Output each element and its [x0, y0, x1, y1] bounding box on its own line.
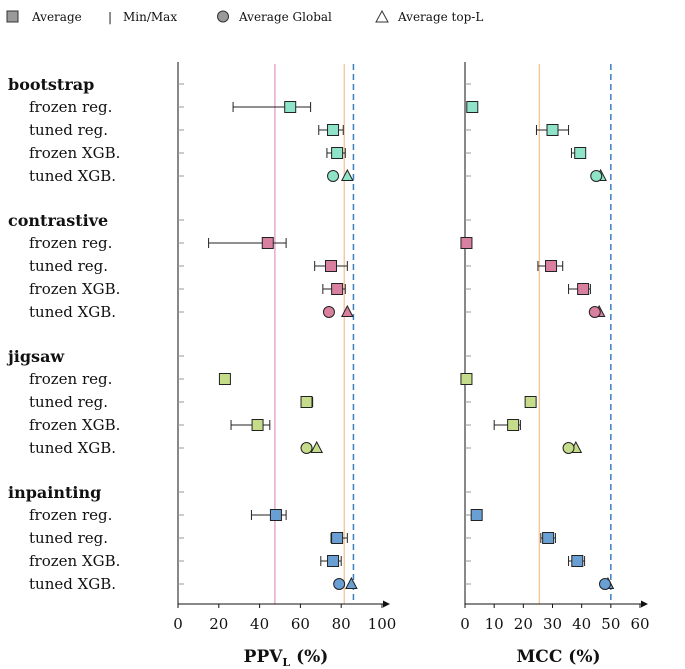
legend-circle-icon — [217, 10, 229, 23]
mark-1-inpainting-2-avg-square — [571, 555, 584, 567]
row-label-jigsaw-3: tuned XGB. — [29, 439, 116, 457]
group-label-bootstrap: bootstrap — [8, 75, 94, 94]
mark-0-contrastive-3-global-circle — [322, 306, 335, 318]
mark-0-contrastive-2-avg-square — [331, 283, 344, 295]
row-label-bootstrap-2: frozen XGB. — [29, 144, 120, 162]
mark-0-contrastive-1-avg-square — [325, 260, 337, 272]
row-label-contrastive-3: tuned XGB. — [29, 303, 116, 321]
mark-0-bootstrap-0-avg-square — [284, 101, 297, 113]
mark-1-contrastive-1-avg-square — [545, 260, 558, 272]
row-label-contrastive-1: tuned reg. — [29, 257, 108, 275]
x-tick-label-0-80: 80 — [332, 615, 351, 633]
row-label-bootstrap-3: tuned XGB. — [29, 167, 116, 185]
mark-0-contrastive-0-avg-square — [261, 237, 274, 249]
row-label-contrastive-0: frozen reg. — [29, 234, 112, 252]
x-tick-label-1-10: 10 — [485, 615, 504, 633]
group-label-contrastive: contrastive — [8, 211, 108, 230]
x-axis-title-suffix-0: (%) — [290, 647, 328, 667]
mark-1-bootstrap-0-avg-square — [466, 101, 479, 113]
legend-avg-topL-text: Average top-L — [397, 10, 483, 24]
panel-1: 0 10 20 30 40 50 60 MCC (%) — [460, 62, 650, 667]
row-label-inpainting-2: frozen XGB. — [29, 552, 120, 570]
mark-0-jigsaw-3-global-circle — [300, 442, 313, 454]
plot-area: bootstrap frozen reg. tuned reg. frozen XGB… — [6, 62, 650, 669]
legend-average-label: Average — [31, 10, 82, 24]
mark-1-bootstrap-1-avg-square — [546, 124, 559, 136]
row-label-jigsaw-1: tuned reg. — [29, 393, 108, 411]
x-tick-label-1-30: 30 — [543, 615, 562, 633]
mark-1-inpainting-1-avg-square — [542, 532, 555, 544]
mark-0-bootstrap-3-topL-triangle — [340, 168, 354, 181]
mark-1-inpainting-3-global-circle — [599, 578, 611, 590]
mark-1-contrastive-0-avg-square — [460, 237, 473, 249]
panel-0: 0 20 40 60 80 100 PPVL (%) — [173, 62, 396, 669]
group-label-jigsaw: jigsaw — [6, 347, 65, 366]
x-tick-label-0-40: 40 — [250, 615, 269, 633]
mark-0-jigsaw-2-avg-square — [251, 419, 264, 431]
x-tick-label-0-20: 20 — [209, 615, 228, 633]
row-label-jigsaw-2: frozen XGB. — [29, 416, 120, 434]
mark-0-bootstrap-2-avg-square — [331, 147, 344, 159]
x-axis-title-suffix-1: (%) — [562, 647, 600, 667]
x-axis-title-main-0: PPV — [244, 647, 284, 667]
mark-1-jigsaw-2-avg-square — [507, 419, 520, 431]
row-label-inpainting-0: frozen reg. — [29, 506, 112, 524]
mark-1-bootstrap-2-avg-square — [574, 147, 587, 159]
x-axis-title-1: MCC (%) — [516, 647, 600, 667]
row-label-bootstrap-0: frozen reg. — [29, 98, 112, 116]
mark-1-inpainting-0-avg-square — [470, 509, 483, 521]
x-tick-label-0-0: 0 — [173, 615, 183, 633]
legend-avg-global-label: Average Global — [238, 10, 332, 24]
mark-0-inpainting-0-avg-square — [269, 509, 282, 521]
mark-1-bootstrap-3-global-circle — [590, 170, 603, 182]
row-label-inpainting-3: tuned XGB. — [29, 575, 116, 593]
x-axis-title-main-1: MCC — [516, 647, 562, 667]
row-label-contrastive-2: frozen XGB. — [29, 280, 120, 298]
row-label-inpainting-1: tuned reg. — [29, 529, 108, 547]
mark-0-inpainting-3-global-circle — [333, 578, 346, 590]
mark-0-jigsaw-1-avg-square — [300, 396, 313, 408]
mark-0-contrastive-3-topL-triangle — [340, 304, 354, 317]
mark-0-bootstrap-1-avg-square — [327, 124, 340, 136]
legend-square-icon — [6, 10, 19, 23]
mark-0-jigsaw-0-avg-square — [218, 373, 231, 385]
mark-0-jigsaw-3-topL-triangle — [310, 440, 324, 453]
mark-0-inpainting-3-topL-triangle — [345, 576, 358, 589]
legend-avg-topL-label: Average top-L — [397, 10, 483, 24]
x-axis-title-sub-0: L — [282, 656, 290, 669]
mark-0-inpainting-2-avg-square — [327, 555, 340, 567]
legend-separator: | — [108, 10, 112, 24]
mark-0-inpainting-1-avg-square — [331, 532, 344, 544]
x-tick-label-0-60: 60 — [291, 615, 310, 633]
x-tick-label-1-50: 50 — [601, 615, 620, 633]
legend-minmax-label: Min/Max — [123, 10, 177, 24]
mark-1-jigsaw-0-avg-square — [460, 373, 473, 385]
mark-1-jigsaw-3-global-circle — [562, 442, 575, 454]
row-label-bootstrap-1: tuned reg. — [29, 121, 108, 139]
x-axis-arrow-1 — [641, 600, 648, 608]
x-tick-label-0-100: 100 — [368, 615, 397, 633]
x-tick-label-1-40: 40 — [572, 615, 591, 633]
mark-1-contrastive-2-avg-square — [577, 283, 590, 295]
x-axis-title-0: PPVL (%) — [244, 647, 329, 669]
mark-1-jigsaw-1-avg-square — [524, 396, 537, 408]
x-axis-arrow-0 — [383, 600, 390, 608]
row-label-jigsaw-0: frozen reg. — [29, 370, 112, 388]
x-tick-label-1-20: 20 — [514, 615, 533, 633]
x-tick-label-1-0: 0 — [460, 615, 470, 633]
x-tick-label-1-60: 60 — [630, 615, 649, 633]
legend: Average | Min/Max Average Global Average… — [6, 9, 483, 24]
mark-0-bootstrap-3-global-circle — [327, 170, 340, 182]
legend-triangle-icon — [375, 9, 389, 23]
group-label-inpainting: inpainting — [8, 483, 101, 502]
mark-1-contrastive-3-global-circle — [588, 306, 601, 318]
